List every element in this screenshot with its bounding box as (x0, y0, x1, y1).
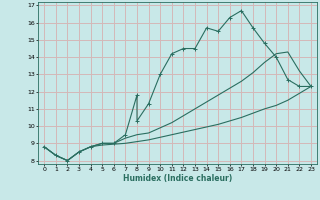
X-axis label: Humidex (Indice chaleur): Humidex (Indice chaleur) (123, 174, 232, 183)
